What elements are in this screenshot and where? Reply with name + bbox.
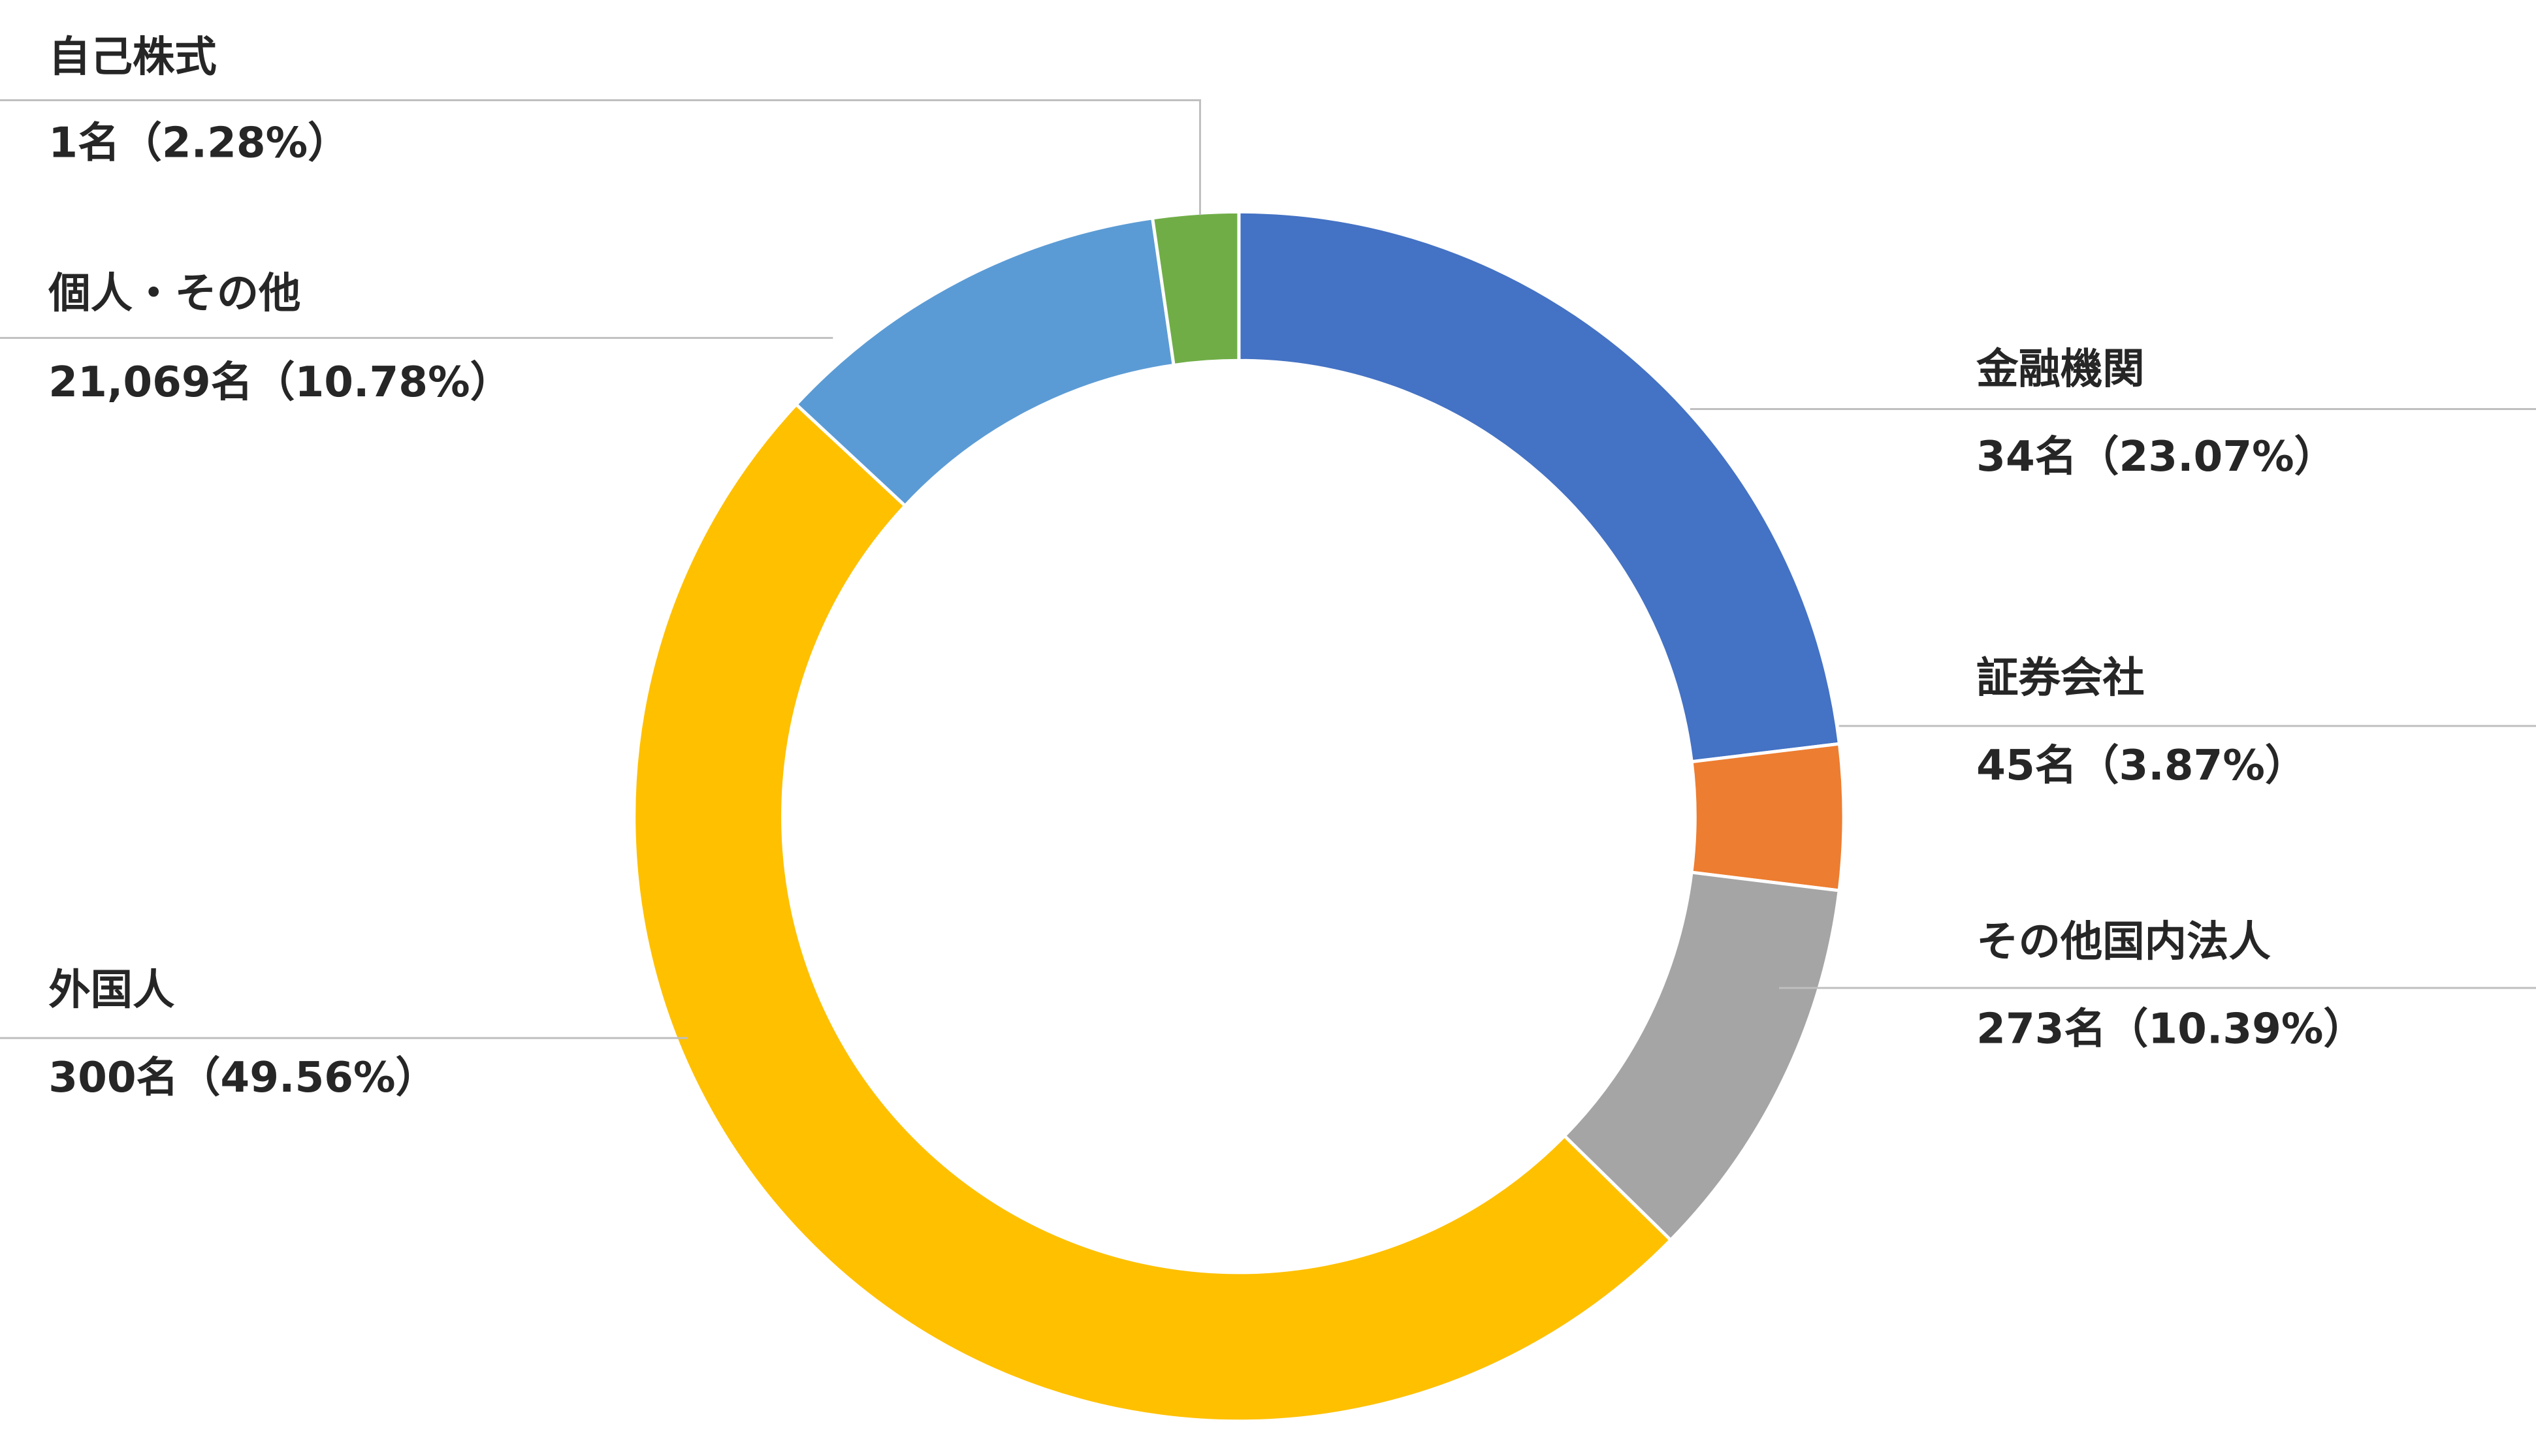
donut-slice — [632, 402, 1673, 1423]
value-label: 1名（2.28%） — [48, 118, 349, 167]
category-label: 証券会社 — [1976, 654, 2144, 703]
value-label: 21,069名（10.78%） — [48, 358, 512, 407]
value-label: 45名（3.87%） — [1976, 741, 2307, 790]
category-label: その他国内法人 — [1976, 917, 2271, 966]
category-label: 個人・その他 — [48, 269, 300, 318]
donut-slice — [1237, 210, 1842, 764]
value-label: 273名（10.39%） — [1976, 1005, 2366, 1054]
value-label: 34名（23.07%） — [1976, 432, 2336, 481]
leader-line — [0, 99, 1201, 215]
donut-slice — [1150, 210, 1241, 368]
category-label: 自己株式 — [48, 33, 217, 82]
donut-slice — [1690, 742, 1846, 893]
category-label: 金融機関 — [1976, 345, 2144, 394]
category-label: 外国人 — [48, 966, 175, 1015]
value-label: 300名（49.56%） — [48, 1053, 438, 1102]
